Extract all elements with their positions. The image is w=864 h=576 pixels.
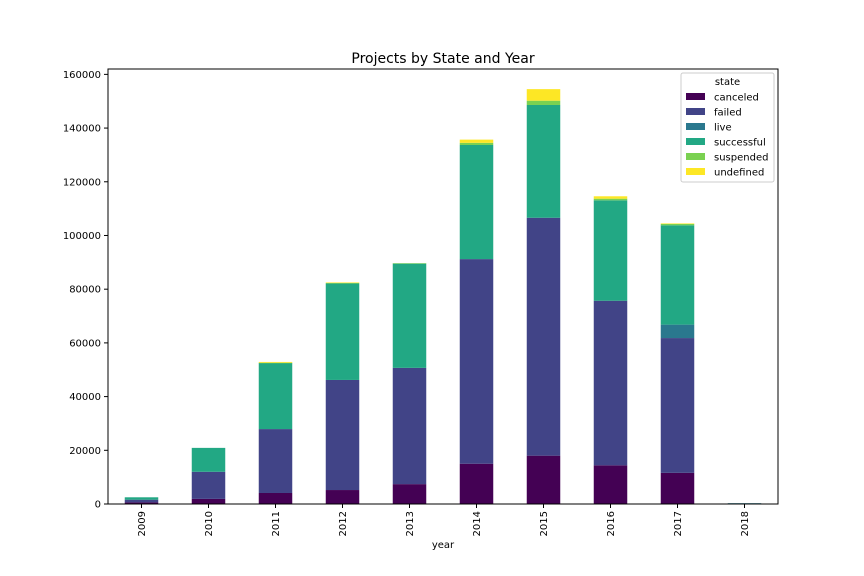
legend-swatch-successful [686,138,705,145]
bar-successful-2011 [258,363,293,430]
x-tick-label: 2018 [740,511,751,536]
legend-swatch-live [686,123,705,130]
bar-undefined-2014 [459,139,494,143]
bar-failed-2016 [593,300,628,466]
bar-canceled-2017 [660,472,695,504]
x-axis-title: year [432,540,455,551]
bar-failed-2017 [660,338,695,473]
y-tick-label: 40000 [69,392,101,403]
legend-swatch-undefined [686,168,705,175]
bar-successful-2010 [191,447,226,472]
x-axis: 2009 2010 2011 2012 2013 2014 2015 2016 2017 2018 [137,504,751,536]
bar-failed-2009 [124,499,159,503]
bar-live-2017 [660,324,695,339]
bar-canceled-2015 [526,455,561,504]
x-tick-label: 2011 [271,511,282,536]
bar-successful-2014 [459,144,494,260]
bar-canceled-2013 [392,484,427,504]
plot-area-frame [107,68,779,505]
bar-suspended-2013 [392,263,427,264]
y-tick-label: 80000 [69,285,101,296]
y-tick-label: 20000 [69,446,101,457]
legend-label-live: live [714,123,732,134]
legend-swatch-failed [686,108,705,115]
legend-label-suspended: suspended [714,153,768,164]
bar-successful-2017 [660,225,695,325]
x-tick-label: 2015 [539,511,550,536]
bar-suspended-2011 [258,362,293,364]
y-tick-label: 100000 [63,231,101,242]
x-tick-label: 2017 [673,511,684,536]
legend-swatch-canceled [686,93,705,100]
bar-suspended-2014 [459,142,494,145]
chart-title: Projects by State and Year [351,51,534,67]
bar-failed-2012 [325,379,360,491]
bar-undefined-2017 [660,223,695,224]
bar-suspended-2017 [660,223,695,226]
x-tick-label: 2013 [405,511,416,536]
bar-undefined-2012 [325,282,360,284]
legend-label-canceled: canceled [714,93,759,104]
y-tick-label: 160000 [63,70,101,81]
x-tick-label: 2016 [606,511,617,536]
bar-undefined-2011 [258,361,293,363]
x-tick-label: 2014 [472,511,483,536]
y-tick-label: 120000 [63,177,101,188]
bar-undefined-2016 [593,196,628,199]
legend-label-failed: failed [714,108,742,119]
bar-canceled-2016 [593,465,628,504]
bar-canceled-2014 [459,463,494,504]
bar-successful-2013 [392,263,427,368]
bar-failed-2011 [258,429,293,493]
x-tick-label: 2012 [338,511,349,536]
bar-failed-2013 [392,367,427,485]
bar-successful-2012 [325,283,360,380]
bar-canceled-2010 [191,498,226,504]
legend-swatch-suspended [686,153,705,160]
bars-group [124,89,762,504]
bar-successful-2016 [593,200,628,301]
bar-failed-2014 [459,259,494,464]
bar-failed-2010 [191,471,226,499]
bar-failed-2015 [526,217,561,456]
legend-title: state [715,77,740,88]
bar-suspended-2012 [325,283,360,284]
x-tick-label: 2010 [204,511,215,536]
bar-successful-2009 [124,497,159,500]
legend: state canceled failed live successful suspend… [680,72,775,183]
y-axis: 0 20000 40000 60000 80000 100000 120000 140000 1… [63,70,108,511]
legend-label-undefined: undefined [714,168,764,179]
bar-undefined-2015 [526,89,561,101]
x-tick-label: 2009 [137,511,148,536]
bar-canceled-2009 [124,502,159,504]
legend-label-successful: successful [714,138,766,149]
bar-suspended-2016 [593,198,628,201]
bar-canceled-2012 [325,490,360,504]
bar-canceled-2011 [258,492,293,504]
bar-suspended-2015 [526,100,561,105]
y-tick-label: 0 [95,500,101,511]
bar-successful-2015 [526,104,561,218]
y-tick-label: 140000 [63,124,101,135]
y-tick-label: 60000 [69,338,101,349]
